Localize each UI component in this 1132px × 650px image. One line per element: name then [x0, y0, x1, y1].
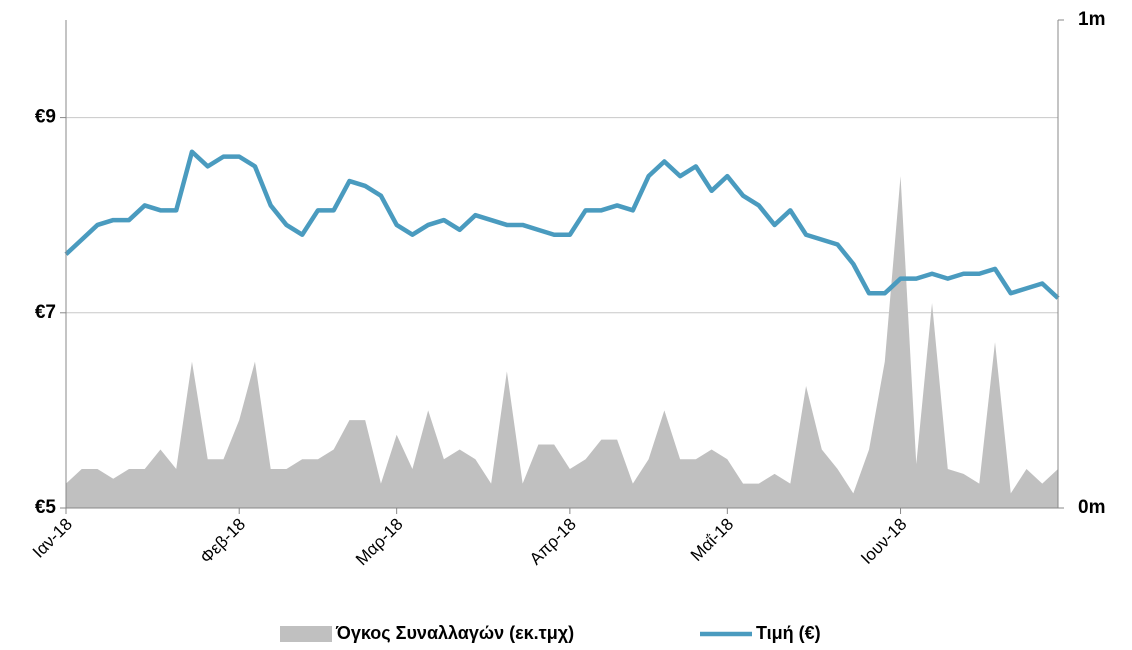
legend-label: Τιμή (€)	[756, 623, 821, 643]
y2-tick-label: 1m	[1078, 9, 1105, 30]
x-tick-label: Ιαν-18	[29, 515, 76, 562]
y2-tick-label: 0m	[1078, 497, 1105, 518]
volume-area	[66, 176, 1058, 508]
x-tick-label: Φεβ-18	[197, 515, 250, 568]
x-tick-label: Μαρ-18	[352, 515, 407, 570]
x-tick-label: Απρ-18	[526, 515, 580, 569]
y-tick-label: €7	[35, 302, 56, 323]
price-line	[64, 149, 1060, 300]
legend-label: Όγκος Συναλλαγών (εκ.τμχ)	[335, 623, 574, 643]
y-tick-label: €5	[35, 497, 57, 518]
legend-swatch	[280, 626, 332, 642]
y-tick-label: €9	[35, 107, 56, 128]
x-tick-label: Ιουν-18	[857, 515, 910, 568]
x-tick-label: Μαΐ-18	[687, 515, 737, 565]
